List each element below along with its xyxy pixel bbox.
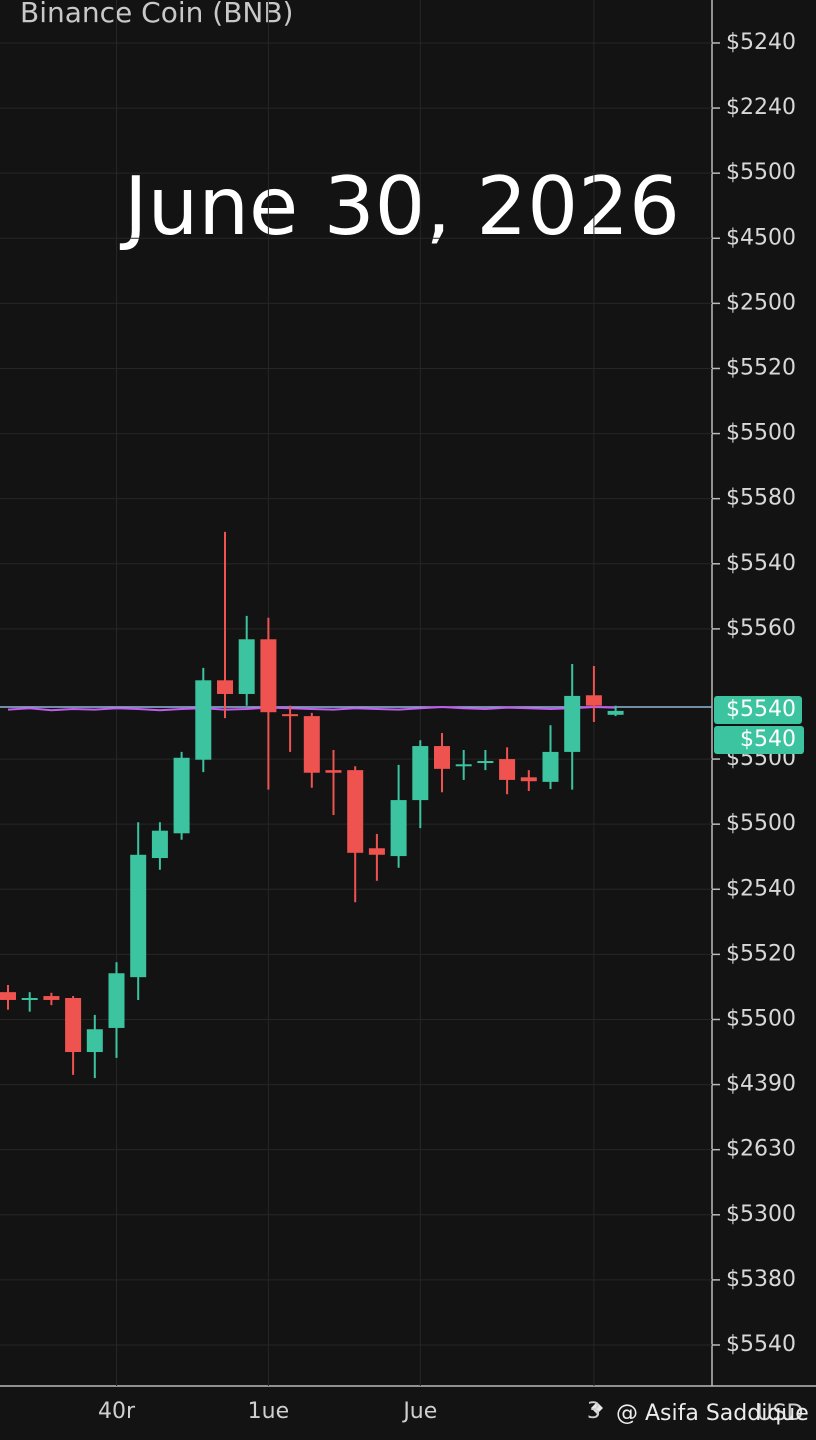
watermark: @ Asifa Saddique bbox=[591, 1401, 809, 1426]
x-tick-label: Jue bbox=[401, 1399, 437, 1424]
y-tick-label: $4500 bbox=[726, 225, 796, 250]
candle-body bbox=[607, 710, 624, 715]
y-tick-label: $5380 bbox=[726, 1267, 796, 1292]
y-tick-label: $2630 bbox=[726, 1137, 796, 1162]
candle-body bbox=[347, 770, 364, 853]
y-tick-label: $5540 bbox=[726, 1332, 796, 1357]
overlay-line bbox=[7, 705, 616, 712]
candle-body bbox=[325, 770, 342, 773]
y-tick-label: $5520 bbox=[726, 355, 796, 380]
candle-body bbox=[368, 848, 385, 855]
candle-body bbox=[282, 714, 299, 717]
candle-body bbox=[0, 992, 16, 1000]
y-tick-label: $5500 bbox=[726, 160, 796, 185]
candle-body bbox=[238, 639, 255, 694]
chart-title: Binance Coin (BNB) bbox=[20, 0, 293, 29]
last-price-box bbox=[714, 726, 804, 754]
candle-body bbox=[542, 751, 559, 782]
x-tick-label: 3 bbox=[587, 1399, 601, 1424]
y-tick-label: $2240 bbox=[726, 95, 796, 120]
candle-body bbox=[499, 759, 516, 780]
last-price-label: $5540 bbox=[726, 697, 796, 722]
candle-body bbox=[130, 854, 147, 978]
candle-body bbox=[455, 764, 472, 767]
x-tick-label: 1ue bbox=[248, 1399, 289, 1424]
candle-body bbox=[195, 680, 212, 760]
y-tick-label: $5520 bbox=[726, 941, 796, 966]
y-tick-label: $5540 bbox=[726, 551, 796, 576]
y-tick-label: $5240 bbox=[726, 30, 796, 55]
watermark-logo bbox=[591, 1402, 603, 1414]
y-tick-label: $5560 bbox=[726, 616, 796, 641]
candle-body bbox=[151, 830, 168, 859]
last-price-label: $540 bbox=[740, 727, 796, 752]
y-tick-label: $5300 bbox=[726, 1202, 796, 1227]
currency-label: USD bbox=[756, 1401, 803, 1426]
candle-body bbox=[86, 1029, 103, 1053]
date-annotation: June 30, 2026 bbox=[119, 160, 680, 253]
candle-body bbox=[303, 716, 320, 773]
candle-body bbox=[585, 695, 602, 706]
y-tick-label: $4390 bbox=[726, 1072, 796, 1097]
y-tick-label: $5500 bbox=[726, 421, 796, 446]
candle-body bbox=[412, 746, 429, 801]
y-tick-label: $2500 bbox=[726, 290, 796, 315]
y-tick-label: $2540 bbox=[726, 876, 796, 901]
candle-body bbox=[434, 746, 450, 769]
y-tick-label: $5580 bbox=[726, 486, 796, 511]
candle-body bbox=[520, 777, 537, 782]
candle-body bbox=[173, 757, 190, 834]
candle-body bbox=[108, 973, 125, 1028]
watermark-text: @ Asifa Saddique bbox=[616, 1401, 809, 1426]
candle-body bbox=[390, 800, 407, 857]
candle-body bbox=[65, 997, 82, 1053]
x-tick-label: 40r bbox=[98, 1399, 136, 1424]
candle-body bbox=[260, 639, 277, 713]
last-price-box bbox=[714, 696, 802, 724]
candle-body bbox=[217, 680, 233, 694]
y-tick-label: $5500 bbox=[726, 1006, 796, 1031]
y-tick-label: $5500 bbox=[726, 811, 796, 836]
candle-body bbox=[477, 761, 494, 764]
candle-body bbox=[43, 996, 60, 1000]
candle-body bbox=[564, 695, 581, 752]
candle-body bbox=[21, 997, 38, 1000]
